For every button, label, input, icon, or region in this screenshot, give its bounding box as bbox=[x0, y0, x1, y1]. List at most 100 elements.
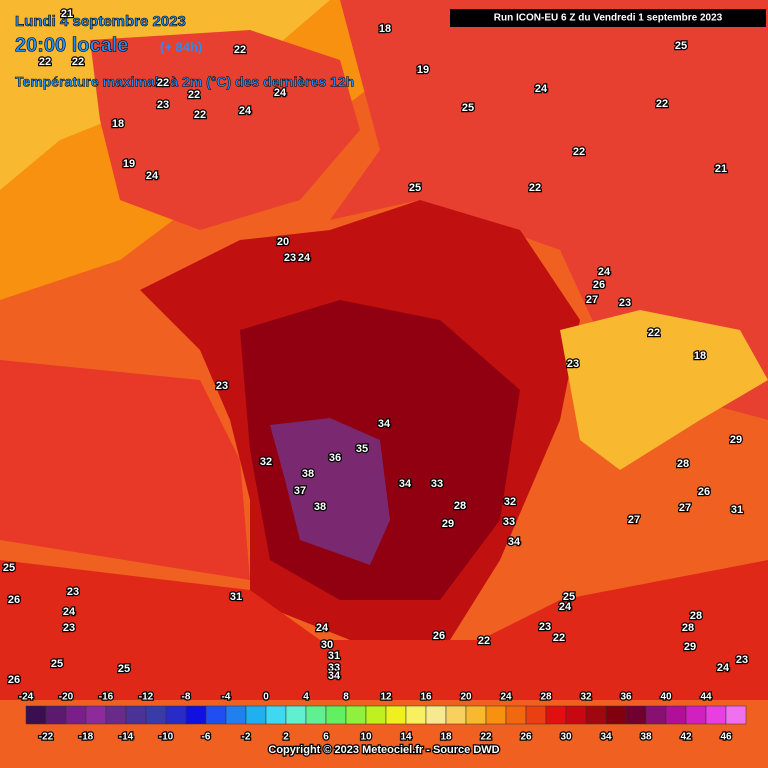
temperature-label: 31 bbox=[731, 504, 743, 516]
colorbar-cell bbox=[325, 705, 347, 725]
temperature-label: 29 bbox=[684, 641, 696, 653]
date: Lundi 4 septembre 2023 bbox=[15, 13, 186, 30]
temperature-label: 22 bbox=[194, 109, 206, 121]
colorbar-tick-label: 44 bbox=[700, 692, 712, 703]
colorbar-cell bbox=[425, 705, 447, 725]
colorbar-tick-label: 22 bbox=[480, 732, 492, 743]
colorbar-tick-label: 14 bbox=[400, 732, 412, 743]
colorbar-tick-label: -2 bbox=[242, 732, 251, 743]
colorbar-cell bbox=[585, 705, 607, 725]
colorbar-cell bbox=[625, 705, 647, 725]
temperature-label: 32 bbox=[504, 496, 516, 508]
temperature-label: 28 bbox=[690, 610, 702, 622]
run-info: Run ICON-EU 6 Z du Vendredi 1 septembre … bbox=[494, 13, 723, 24]
colorbar-cell bbox=[485, 705, 507, 725]
colorbar-tick-label: 40 bbox=[660, 692, 672, 703]
temperature-label: 34 bbox=[399, 478, 412, 490]
colorbar-tick-label: 32 bbox=[580, 692, 592, 703]
temperature-label: 25 bbox=[118, 663, 130, 675]
colorbar-tick-label: 18 bbox=[440, 732, 452, 743]
temperature-label: 23 bbox=[157, 99, 169, 111]
temperature-label: 29 bbox=[442, 518, 454, 530]
colorbar-cell bbox=[265, 705, 287, 725]
temperature-label: 21 bbox=[61, 8, 73, 20]
colorbar-tick-label: 6 bbox=[323, 732, 329, 743]
colorbar-tick-label: 30 bbox=[560, 732, 572, 743]
temperature-label: 22 bbox=[39, 56, 51, 68]
colorbar-tick-label: 28 bbox=[540, 692, 552, 703]
temperature-label: 25 bbox=[675, 40, 687, 52]
colorbar-tick-label: -4 bbox=[222, 692, 231, 703]
colorbar-tick-label: -10 bbox=[159, 732, 174, 743]
temperature-label: 25 bbox=[51, 658, 63, 670]
colorbar-cell bbox=[565, 705, 587, 725]
temperature-label: 22 bbox=[478, 635, 490, 647]
copyright: Copyright © 2023 Meteociel.fr - Source D… bbox=[268, 744, 499, 756]
temperature-label: 24 bbox=[598, 266, 611, 278]
uk-land bbox=[90, 30, 360, 230]
temperature-label: 24 bbox=[717, 662, 730, 674]
temperature-label: 26 bbox=[698, 486, 710, 498]
temperature-label: 22 bbox=[648, 327, 660, 339]
temperature-label: 33 bbox=[328, 662, 340, 674]
colorbar-cell bbox=[85, 705, 107, 725]
temperature-label: 26 bbox=[433, 630, 445, 642]
colorbar-cell bbox=[605, 705, 627, 725]
colorbar-tick-label: -24 bbox=[19, 692, 34, 703]
colorbar-cell bbox=[225, 705, 247, 725]
colorbar-tick-label: 8 bbox=[343, 692, 349, 703]
temperature-label: 24 bbox=[146, 170, 159, 182]
temperature-label: 25 bbox=[3, 562, 15, 574]
temperature-label: 31 bbox=[230, 591, 242, 603]
colorbar-cell bbox=[725, 705, 747, 725]
lead-time: (+ 84h) bbox=[160, 39, 202, 54]
temperature-label: 22 bbox=[573, 146, 585, 158]
hottest-zone bbox=[270, 418, 390, 565]
temperature-label: 20 bbox=[277, 236, 289, 248]
temperature-label: 22 bbox=[553, 632, 565, 644]
temperature-label: 22 bbox=[157, 77, 169, 89]
temperature-label: 27 bbox=[679, 502, 691, 514]
temperature-label: 25 bbox=[563, 591, 575, 603]
colorbar-cell bbox=[705, 705, 727, 725]
temperature-label: 28 bbox=[677, 458, 689, 470]
temperature-label: 33 bbox=[503, 516, 515, 528]
colorbar-cell bbox=[205, 705, 227, 725]
temperature-label: 18 bbox=[694, 350, 706, 362]
temperature-label: 35 bbox=[356, 443, 368, 455]
colorbar-tick-label: 0 bbox=[263, 692, 269, 703]
colorbar-tick-label: -8 bbox=[182, 692, 191, 703]
temperature-label: 25 bbox=[462, 102, 474, 114]
temperature-label: 24 bbox=[274, 87, 287, 99]
colorbar-cell bbox=[445, 705, 467, 725]
colorbar-cell bbox=[405, 705, 427, 725]
temperature-label: 23 bbox=[67, 586, 79, 598]
colorbar-tick-label: -12 bbox=[139, 692, 154, 703]
colorbar-cell bbox=[465, 705, 487, 725]
temperature-label: 24 bbox=[63, 606, 76, 618]
temperature-label: 23 bbox=[63, 622, 75, 634]
temperature-label: 38 bbox=[314, 501, 326, 513]
colorbar-tick-label: 42 bbox=[680, 732, 692, 743]
temperature-label: 34 bbox=[378, 418, 391, 430]
colorbar-tick-label: 38 bbox=[640, 732, 652, 743]
variable: Température maximale à 2m (°C) des derni… bbox=[15, 74, 354, 90]
colorbar-tick-label: 10 bbox=[360, 732, 372, 743]
colorbar-cell bbox=[285, 705, 307, 725]
temperature-label: 26 bbox=[593, 279, 605, 291]
temperature-label: 18 bbox=[112, 118, 124, 130]
colorbar-cell bbox=[145, 705, 167, 725]
colorbar-cell bbox=[105, 705, 127, 725]
temperature-label: 23 bbox=[539, 621, 551, 633]
temperature-label: 34 bbox=[328, 670, 341, 682]
temperature-label: 24 bbox=[298, 252, 311, 264]
temperature-label: 36 bbox=[329, 452, 341, 464]
colorbar-tick-label: 12 bbox=[380, 692, 392, 703]
temperature-label: 22 bbox=[188, 89, 200, 101]
south-zone bbox=[0, 560, 768, 700]
temperature-label: 24 bbox=[316, 622, 329, 634]
temperature-label: 37 bbox=[294, 485, 306, 497]
temperature-label: 22 bbox=[656, 98, 668, 110]
run-box bbox=[450, 9, 766, 27]
temperature-label: 27 bbox=[628, 514, 640, 526]
